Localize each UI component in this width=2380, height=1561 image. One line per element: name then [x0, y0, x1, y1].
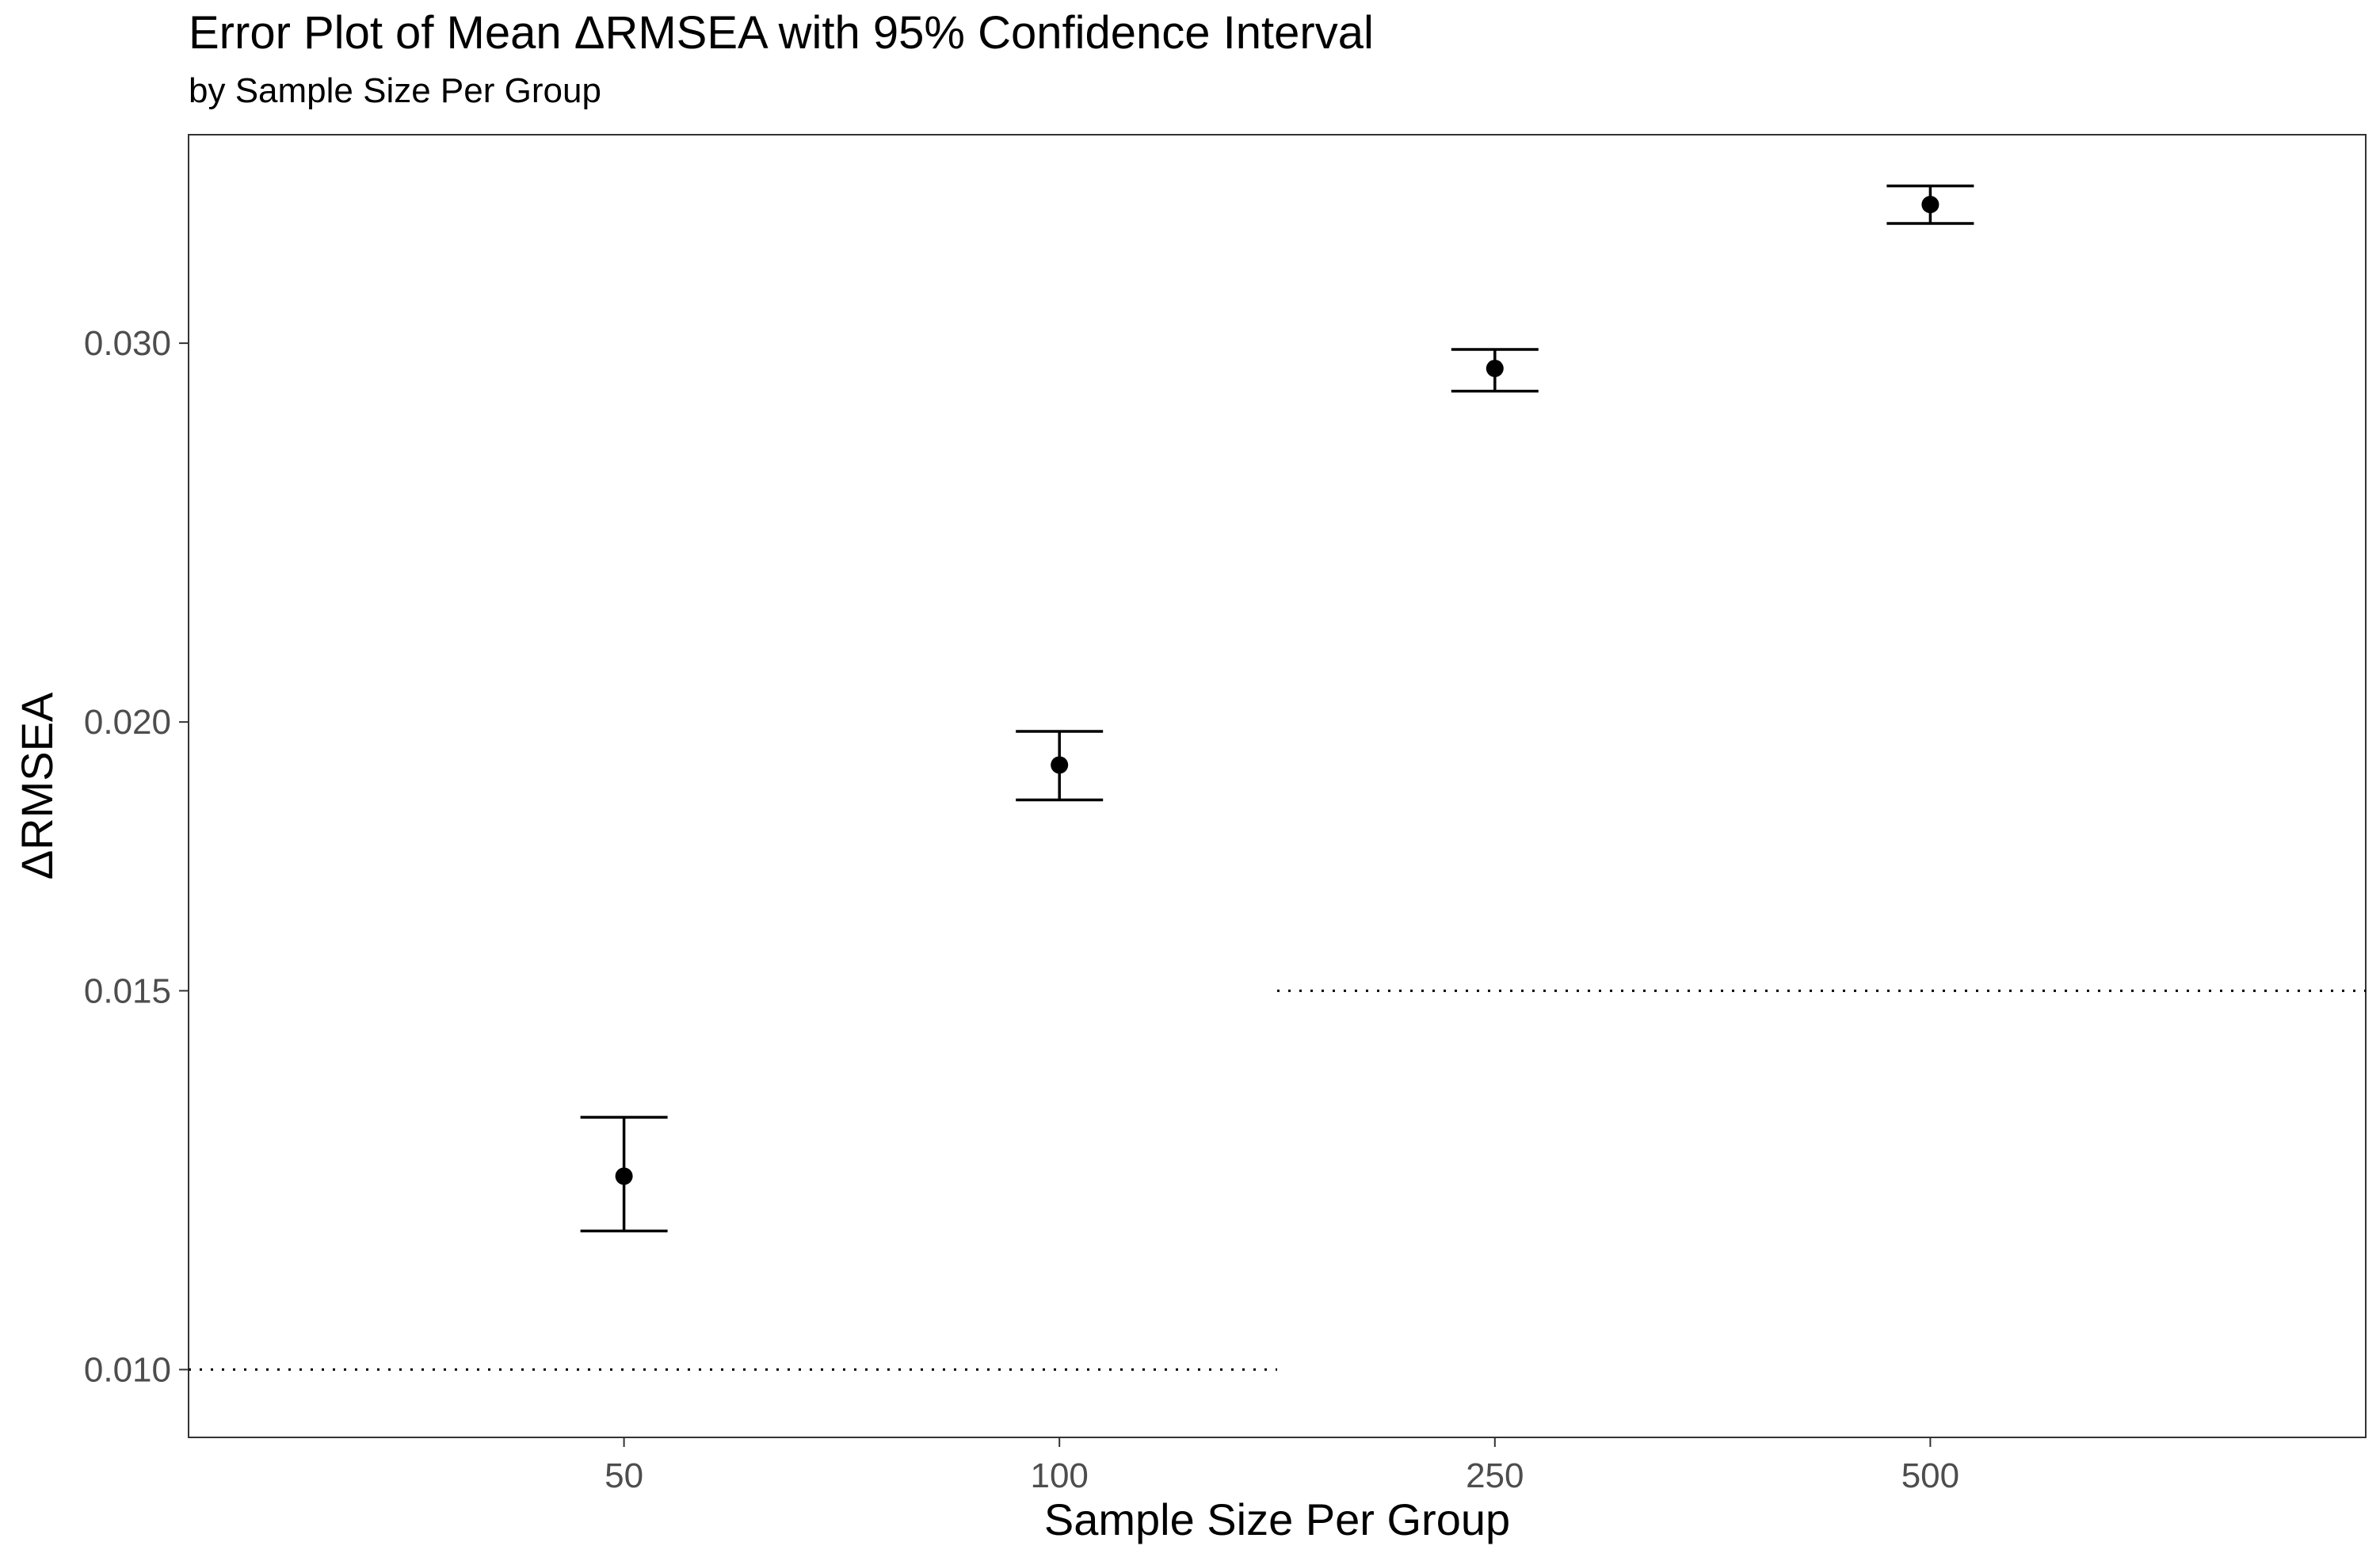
mean-point [1051, 756, 1069, 774]
chart-subtitle: by Sample Size Per Group [189, 71, 601, 110]
x-tick-label: 100 [1030, 1456, 1088, 1495]
y-tick-label: 0.020 [84, 703, 171, 742]
chart-title: Error Plot of Mean ΔRMSEA with 95% Confi… [189, 7, 1374, 59]
y-axis-title: ΔRMSEA [12, 692, 62, 880]
y-tick-label: 0.010 [84, 1350, 171, 1389]
y-tick-label: 0.030 [84, 324, 171, 363]
mean-point [615, 1167, 633, 1185]
plot-panel-border [188, 134, 2367, 1438]
mean-point [1921, 196, 1939, 214]
y-tick-label: 0.015 [84, 971, 171, 1010]
x-tick-label: 250 [1466, 1456, 1524, 1495]
x-tick-label: 500 [1901, 1456, 1959, 1495]
x-tick-label: 50 [605, 1456, 643, 1495]
mean-point [1486, 359, 1504, 377]
x-axis-title: Sample Size Per Group [1044, 1494, 1510, 1544]
